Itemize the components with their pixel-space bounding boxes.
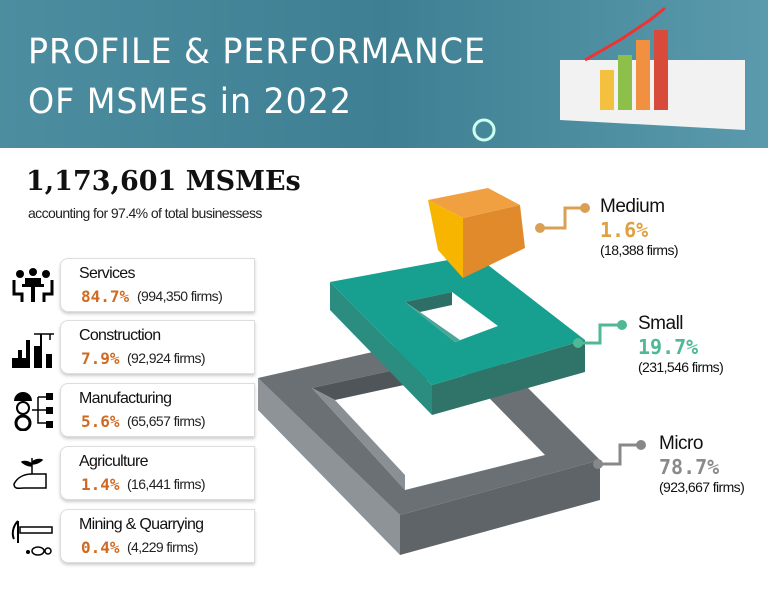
sector-firms: (994,350 firms): [137, 288, 223, 304]
size-firms: (18,388 firms): [600, 242, 679, 258]
sector-agriculture: Agriculture 1.4% (16,441 firms): [10, 446, 260, 502]
size-pct: 19.7%: [638, 335, 699, 359]
msme-count: 1,173,601 MSMEs: [26, 166, 301, 197]
size-medium: Medium 1.6% (18,388 firms): [600, 196, 679, 258]
sector-services: Services 84.7% (994,350 firms): [10, 258, 260, 314]
size-micro: Micro 78.7% (923,667 firms): [659, 433, 745, 495]
construction-icon: [12, 333, 54, 368]
sector-pct: 7.9%: [81, 349, 120, 368]
sector-name: Construction: [79, 327, 161, 344]
pickaxe-icon: [11, 520, 53, 556]
msme-subtitle: accounting for 97.4% of total businesses…: [28, 205, 262, 221]
size-firms: (923,667 firms): [659, 479, 745, 495]
sector-manufacturing: Manufacturing 5.6% (65,657 firms): [10, 383, 260, 439]
size-firms: (231,546 firms): [638, 359, 724, 375]
sector-pct: 84.7%: [81, 287, 130, 306]
sector-name: Mining & Quarrying: [79, 516, 204, 533]
sector-name: Agriculture: [79, 453, 148, 470]
page-title-line1: PROFILE & PERFORMANCE: [28, 32, 486, 72]
sector-construction: Construction 7.9% (92,924 firms): [10, 320, 260, 376]
size-small: Small 19.7% (231,546 firms): [638, 313, 724, 375]
size-name: Micro: [659, 433, 703, 454]
sector-mining: Mining & Quarrying 0.4% (4,229 firms): [10, 509, 260, 565]
micro-frame: [258, 330, 600, 555]
phone-chart-illustration: [472, 6, 745, 142]
size-pct: 1.6%: [600, 218, 649, 242]
factory-worker-icon: [14, 392, 53, 431]
plant-hand-icon: [13, 458, 47, 490]
size-name: Medium: [600, 196, 665, 217]
sector-pct: 0.4%: [81, 538, 120, 557]
sector-firms: (65,657 firms): [127, 413, 206, 429]
small-connector: [578, 323, 622, 345]
medium-cube: [428, 188, 525, 278]
sector-firms: (4,229 firms): [127, 539, 198, 555]
size-name: Small: [638, 313, 684, 334]
header-banner: PROFILE & PERFORMANCE OF MSMEs in 2022: [0, 0, 768, 148]
micro-connector: [598, 443, 641, 466]
sector-pct: 1.4%: [81, 475, 120, 494]
size-pct: 78.7%: [659, 455, 720, 479]
small-frame: [330, 255, 585, 415]
sector-name: Services: [79, 265, 135, 282]
sector-name: Manufacturing: [79, 390, 172, 407]
meeting-icon: [12, 268, 54, 302]
sector-firms: (16,441 firms): [127, 476, 206, 492]
page-title-line2: OF MSMEs in 2022: [28, 82, 352, 122]
sector-firms: (92,924 firms): [127, 350, 206, 366]
sector-pct: 5.6%: [81, 412, 120, 431]
medium-connector: [540, 206, 585, 230]
